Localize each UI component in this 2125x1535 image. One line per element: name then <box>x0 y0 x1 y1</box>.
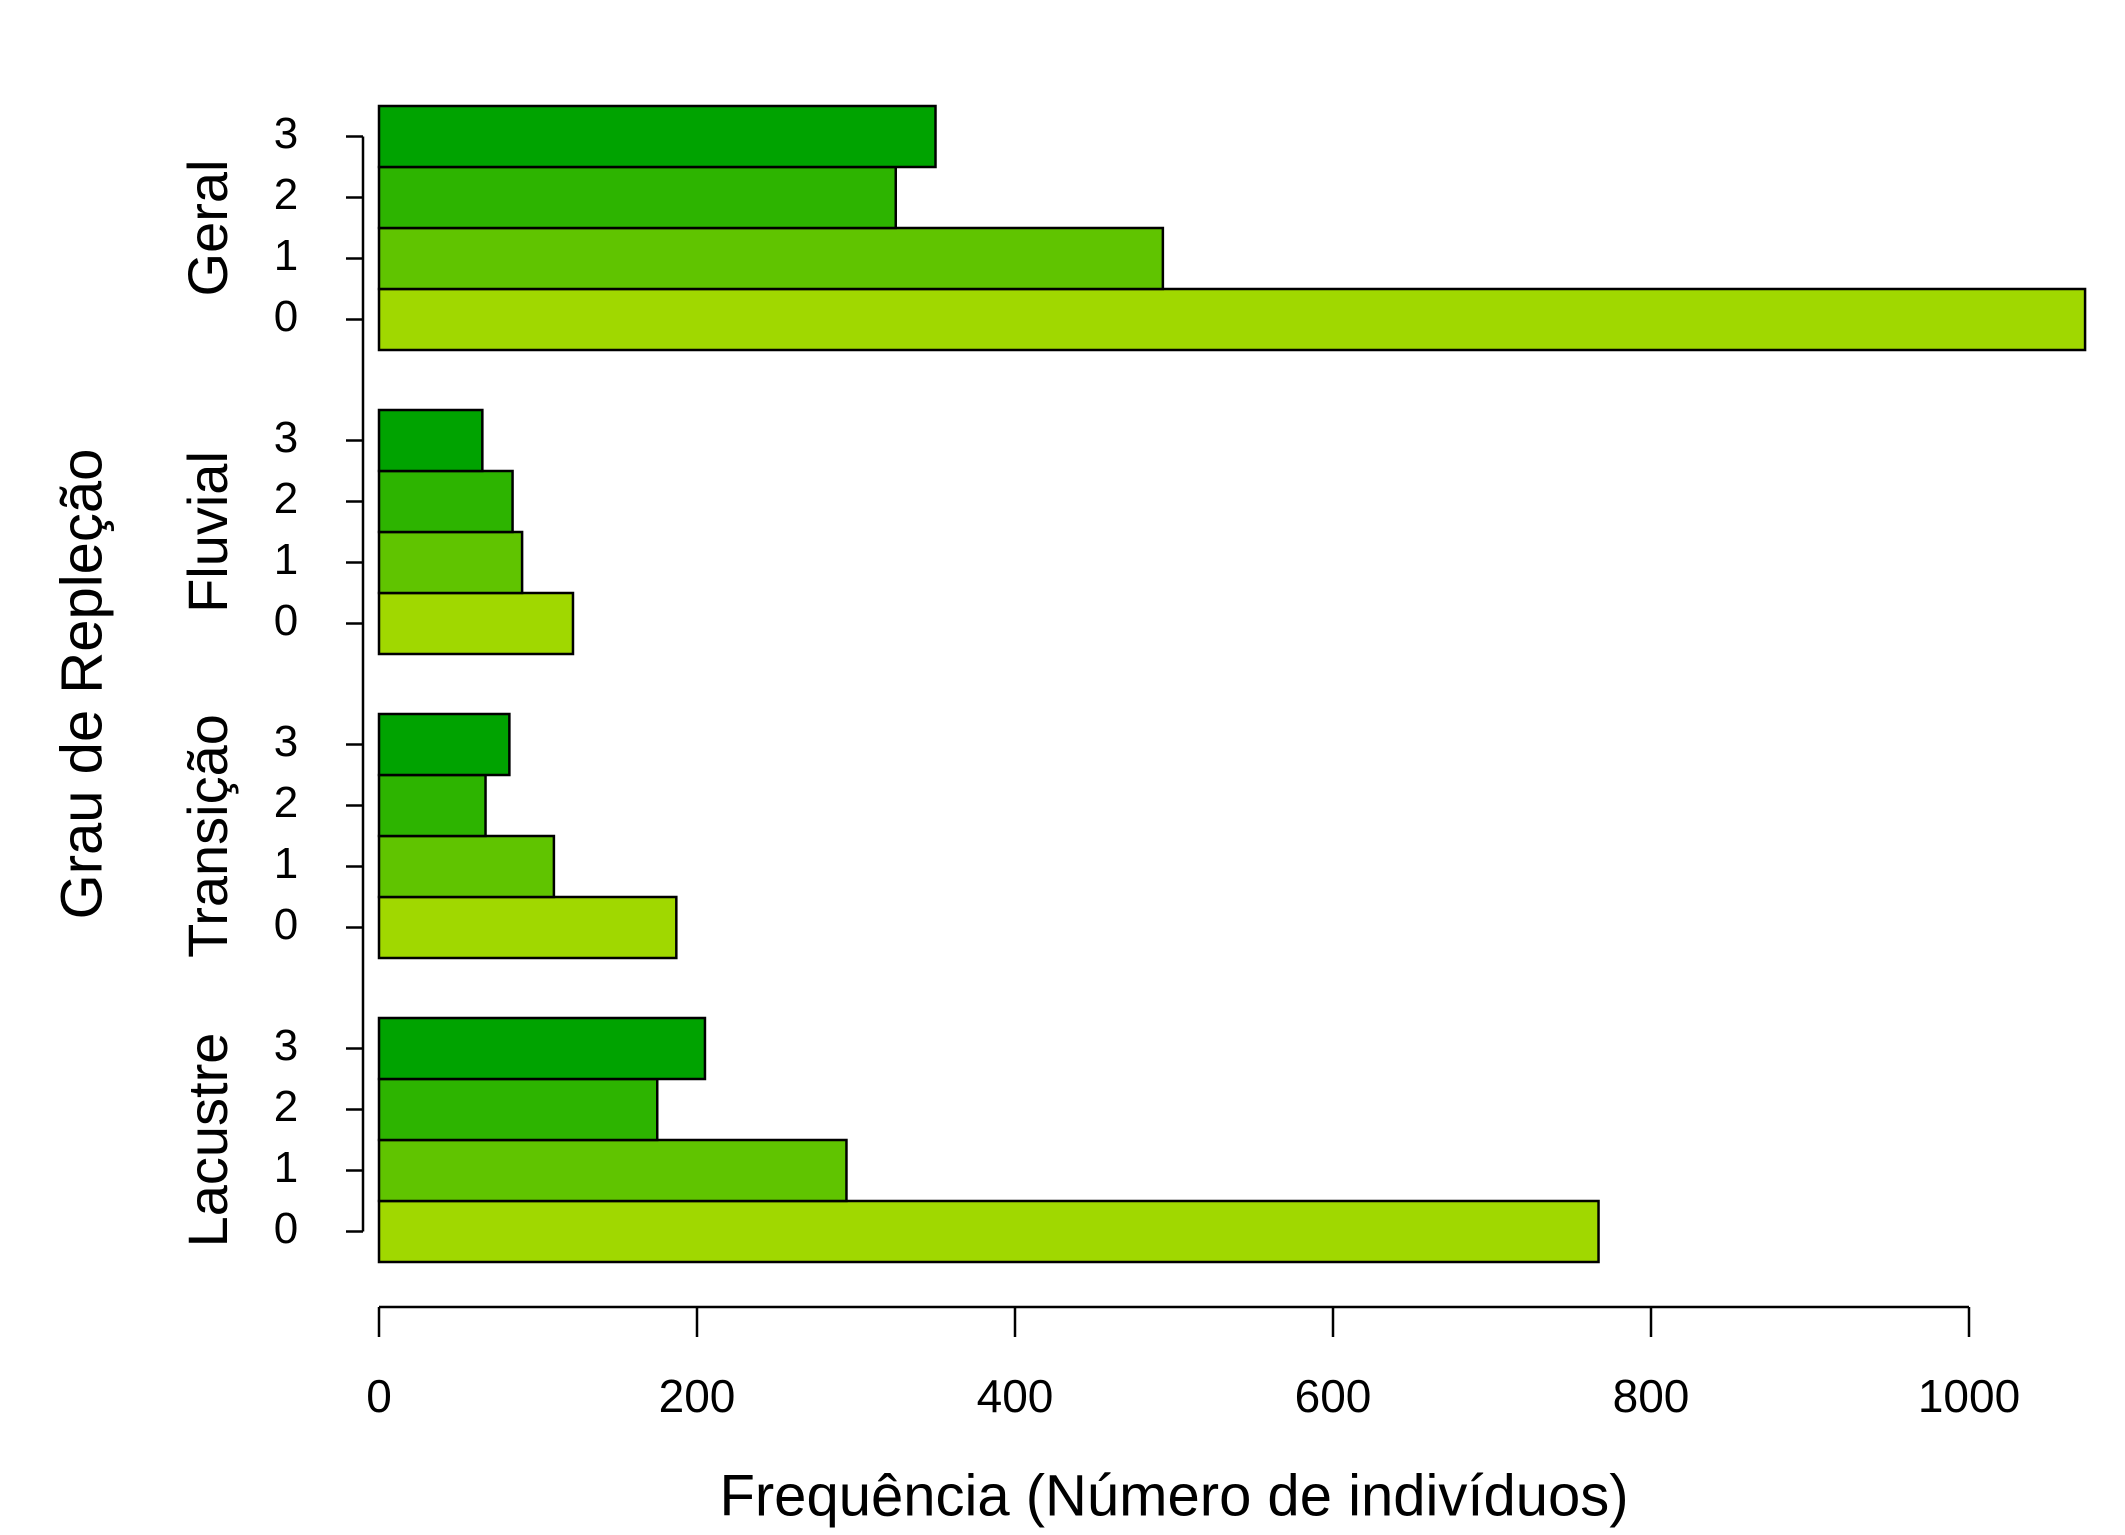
y-tick-label: 1 <box>274 839 298 888</box>
bar <box>377 1138 848 1203</box>
x-tick-label: 400 <box>977 1370 1054 1422</box>
x-tick-label: 0 <box>366 1370 392 1422</box>
bar <box>377 1077 659 1142</box>
y-tick-label: 3 <box>274 413 298 462</box>
y-tick-label: 1 <box>274 231 298 280</box>
bar <box>377 469 514 534</box>
group-label: Geral <box>176 160 239 297</box>
bar <box>377 895 678 960</box>
bar <box>377 226 1165 291</box>
y-tick-label: 1 <box>274 1143 298 1192</box>
x-tick-label: 200 <box>659 1370 736 1422</box>
x-tick-label: 800 <box>1613 1370 1690 1422</box>
bar <box>377 1016 707 1081</box>
y-tick-label: 2 <box>274 474 298 523</box>
y-tick-label: 1 <box>274 535 298 584</box>
y-tick-label: 0 <box>274 596 298 645</box>
y-tick-label: 2 <box>274 1082 298 1131</box>
y-tick-label: 3 <box>274 109 298 158</box>
x-tick-label: 1000 <box>1918 1370 2020 1422</box>
y-tick-label: 0 <box>274 1204 298 1253</box>
y-tick-label: 3 <box>274 717 298 766</box>
group-label: Fluvial <box>176 451 239 613</box>
y-tick-label: 2 <box>274 778 298 827</box>
bar <box>377 165 897 230</box>
group-label: Lacustre <box>176 1033 239 1248</box>
x-tick-label: 600 <box>1295 1370 1372 1422</box>
y-tick-label: 3 <box>274 1021 298 1070</box>
y-tick-label: 2 <box>274 170 298 219</box>
y-tick-label: 0 <box>274 900 298 949</box>
bar <box>377 287 2087 352</box>
y-axis-title: Grau de Repleção <box>49 449 114 920</box>
bar <box>377 712 511 777</box>
bar <box>377 591 575 656</box>
bar <box>377 530 524 595</box>
bar <box>377 408 484 473</box>
bar <box>377 773 487 838</box>
bar <box>377 1199 1600 1264</box>
group-label: Transição <box>176 714 239 958</box>
x-axis-title: Frequência (Número de indivíduos) <box>719 1463 1628 1528</box>
y-tick-label: 0 <box>274 292 298 341</box>
bar <box>377 834 556 899</box>
bar <box>377 104 937 169</box>
